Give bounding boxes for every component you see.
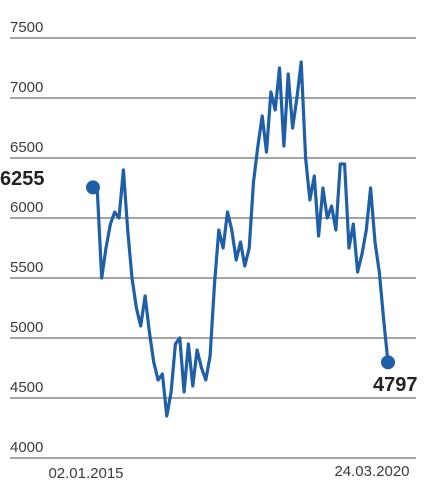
start-value-label: 6255 — [0, 168, 45, 190]
y-tick-label-5500: 5500 — [10, 259, 43, 276]
endpoint-markers — [86, 180, 395, 370]
series-group — [91, 60, 390, 418]
y-tick-label-6500: 6500 — [10, 139, 43, 156]
x-tick-label-end: 24.03.2020 — [334, 463, 409, 480]
y-tick-label-7500: 7500 — [10, 19, 43, 36]
y-tick-label-5000: 5000 — [10, 319, 43, 336]
y-tick-label-4500: 4500 — [10, 379, 43, 396]
start-point-marker — [86, 180, 100, 195]
grid-lines — [10, 37, 416, 459]
y-tick-label-4000: 4000 — [10, 439, 43, 456]
y-axis-tick-labels: 7500 7000 6500 6000 5500 5000 4500 4000 — [10, 19, 43, 456]
y-tick-label-7000: 7000 — [10, 79, 43, 96]
x-tick-label-start: 02.01.2015 — [48, 465, 123, 482]
y-tick-label-6000: 6000 — [10, 199, 43, 216]
series-line-0 — [91, 60, 390, 418]
end-point-marker — [381, 355, 395, 370]
end-value-label: 4797 — [373, 374, 418, 396]
